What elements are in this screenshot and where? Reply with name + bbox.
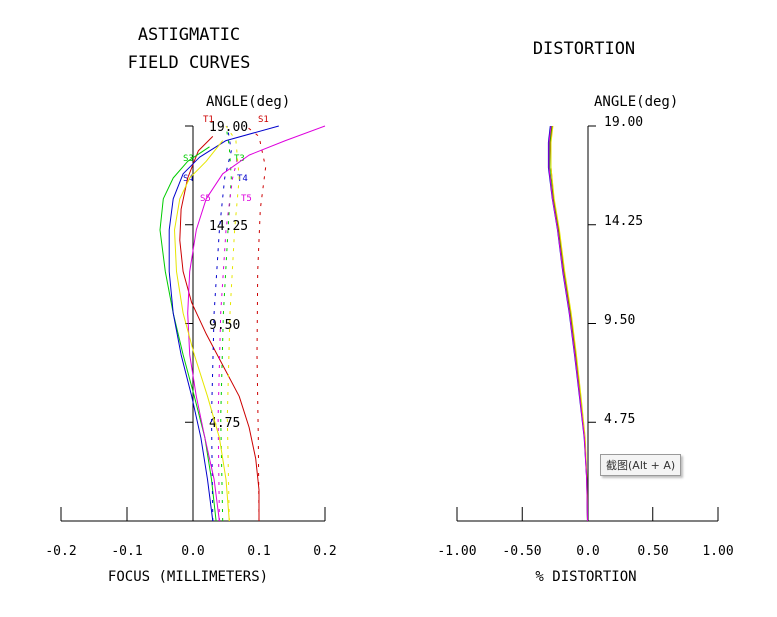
astig-curve-t4 xyxy=(211,125,232,522)
astig-curve-t1 xyxy=(245,125,267,522)
distortion-y-tick-label: 19.00 xyxy=(604,115,643,130)
astig-x-tick-label: -0.1 xyxy=(111,544,142,559)
astig-curve-s1 xyxy=(179,136,260,521)
distortion-title: DISTORTION xyxy=(533,39,635,59)
distortion-y-ticks: 19.00 14.25 9.50 4.75 xyxy=(604,115,643,427)
distortion-curve-series-3 xyxy=(547,125,588,522)
screenshot-tooltip: 截图(Alt + A) xyxy=(600,454,682,476)
astig-x-tick-label: 0.0 xyxy=(181,544,204,559)
distortion-x-tick-label: -0.50 xyxy=(502,544,541,559)
distortion-x-tick-label: -1.00 xyxy=(437,544,476,559)
chart-marks xyxy=(60,125,719,522)
astig-curve-series-9-dashed xyxy=(225,125,240,522)
distortion-y-axis-label: ANGLE(deg) xyxy=(594,94,678,110)
astig-title-line1: ASTIGMATIC xyxy=(138,25,240,45)
astig-curve-s4 xyxy=(168,125,279,522)
astig-x-tick-label: 0.2 xyxy=(313,544,336,559)
annotation-t4: T4 xyxy=(237,174,248,184)
astig-x-ticks: -0.2 -0.1 0.0 0.1 0.2 xyxy=(45,544,336,559)
astig-curve-s5 xyxy=(187,125,326,522)
distortion-x-tick-label: 1.00 xyxy=(702,544,733,559)
astig-curve-series-8 xyxy=(174,140,230,522)
distortion-y-tick-label: 9.50 xyxy=(604,313,635,328)
distortion-x-tick-label: 0.50 xyxy=(637,544,668,559)
distortion-curve-series-4 xyxy=(548,125,588,522)
annotation-s3: S3 xyxy=(183,154,194,164)
annotation-t5: T5 xyxy=(241,194,252,204)
astig-curve-annotations: T1 S1 S3 T3 S4 T4 S5 T5 xyxy=(183,115,269,204)
astig-title-line2: FIELD CURVES xyxy=(128,53,251,73)
annotation-t1: T1 xyxy=(203,115,214,125)
distortion-x-axis-label: % DISTORTION xyxy=(535,569,636,585)
annotation-t3: T3 xyxy=(234,154,245,164)
astig-y-tick-label: 9.50 xyxy=(209,318,240,333)
distortion-curve-series-1 xyxy=(549,125,588,522)
distortion-x-ticks: -1.00 -0.50 0.0 0.50 1.00 xyxy=(437,544,733,559)
astig-x-tick-label: 0.1 xyxy=(247,544,270,559)
astig-y-tick-label: 14.25 xyxy=(209,219,248,234)
astig-y-tick-label: 19.00 xyxy=(209,120,248,135)
distortion-x-tick-label: 0.0 xyxy=(576,544,599,559)
distortion-y-tick-label: 4.75 xyxy=(604,412,635,427)
astig-x-tick-label: -0.2 xyxy=(45,544,76,559)
distortion-curve-series-2 xyxy=(550,125,588,522)
annotation-s1: S1 xyxy=(258,115,269,125)
distortion-y-tick-label: 14.25 xyxy=(604,214,643,229)
astig-y-axis-label: ANGLE(deg) xyxy=(206,94,290,110)
annotation-s5: S5 xyxy=(200,194,211,204)
distortion-curve-series-0 xyxy=(549,125,588,522)
annotation-s4: S4 xyxy=(183,174,194,184)
astig-x-axis-label: FOCUS (MILLIMETERS) xyxy=(108,569,268,585)
